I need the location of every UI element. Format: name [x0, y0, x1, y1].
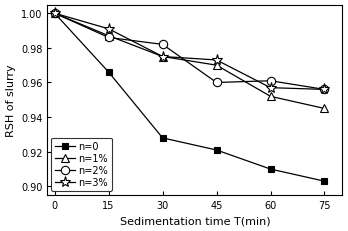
n=3%: [322, 89, 326, 91]
n=1%: [268, 96, 272, 98]
n=0: [268, 168, 272, 171]
n=2%: [268, 80, 272, 83]
n=1%: [160, 56, 165, 59]
Line: n=1%: n=1%: [50, 10, 329, 113]
n=1%: [214, 64, 219, 67]
n=3%: [214, 59, 219, 62]
Line: n=2%: n=2%: [50, 10, 329, 94]
n=0: [160, 137, 165, 140]
n=0: [106, 71, 111, 74]
n=2%: [214, 82, 219, 85]
n=3%: [106, 28, 111, 31]
X-axis label: Sedimentation time T(min): Sedimentation time T(min): [120, 216, 270, 225]
n=1%: [53, 13, 57, 15]
n=1%: [322, 108, 326, 110]
Y-axis label: RSH of slurry: RSH of slurry: [6, 64, 16, 137]
n=2%: [322, 89, 326, 91]
n=0: [322, 180, 326, 183]
n=2%: [106, 37, 111, 40]
n=2%: [160, 44, 165, 47]
n=3%: [268, 87, 272, 90]
n=1%: [106, 35, 111, 38]
Legend: n=0, n=1%, n=2%, n=3%: n=0, n=1%, n=2%, n=3%: [52, 138, 112, 191]
n=3%: [160, 56, 165, 59]
n=0: [53, 13, 57, 15]
n=3%: [53, 13, 57, 15]
Line: n=3%: n=3%: [49, 9, 330, 96]
n=0: [214, 149, 219, 152]
Line: n=0: n=0: [51, 11, 328, 185]
n=2%: [53, 13, 57, 15]
